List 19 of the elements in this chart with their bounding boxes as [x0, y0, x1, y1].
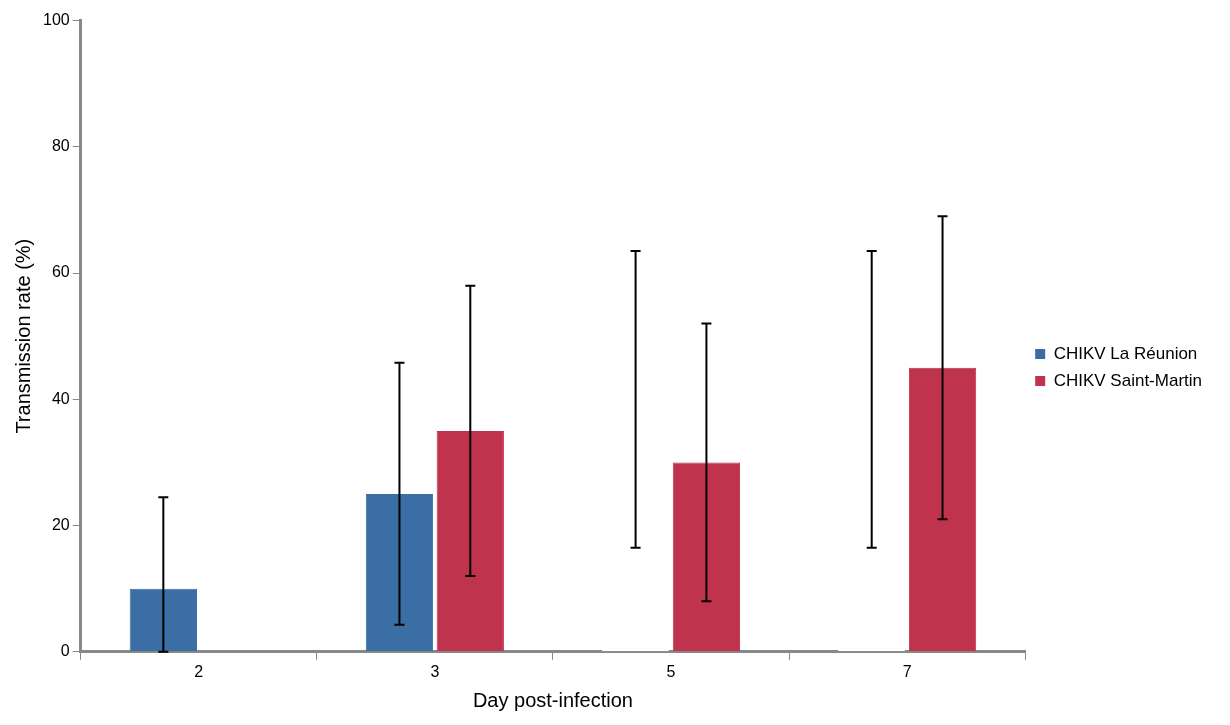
- x-tick-label: 7: [902, 662, 912, 680]
- x-tick-label: 2: [194, 662, 204, 680]
- y-tick-label: 60: [51, 263, 70, 281]
- x-tick-label: 3: [430, 662, 440, 680]
- legend-label: CHIKV La Réunion: [1053, 343, 1198, 363]
- y-axis-title: Transmission rate (%): [11, 238, 34, 434]
- x-tick-label: 5: [666, 662, 676, 680]
- y-tick-label: 80: [51, 137, 70, 155]
- bar: [129, 588, 197, 652]
- y-tick-label: 40: [51, 389, 70, 407]
- legend-label: CHIKV Saint-Martin: [1053, 370, 1203, 390]
- bar: [365, 494, 434, 652]
- y-tick-label: 20: [51, 515, 70, 533]
- bar: [436, 430, 504, 652]
- bar: [908, 367, 977, 652]
- y-tick-label: 0: [60, 642, 70, 660]
- x-axis-title: Day post-infection: [472, 688, 633, 711]
- y-tick-label: 100: [42, 11, 70, 29]
- bar: [672, 462, 741, 652]
